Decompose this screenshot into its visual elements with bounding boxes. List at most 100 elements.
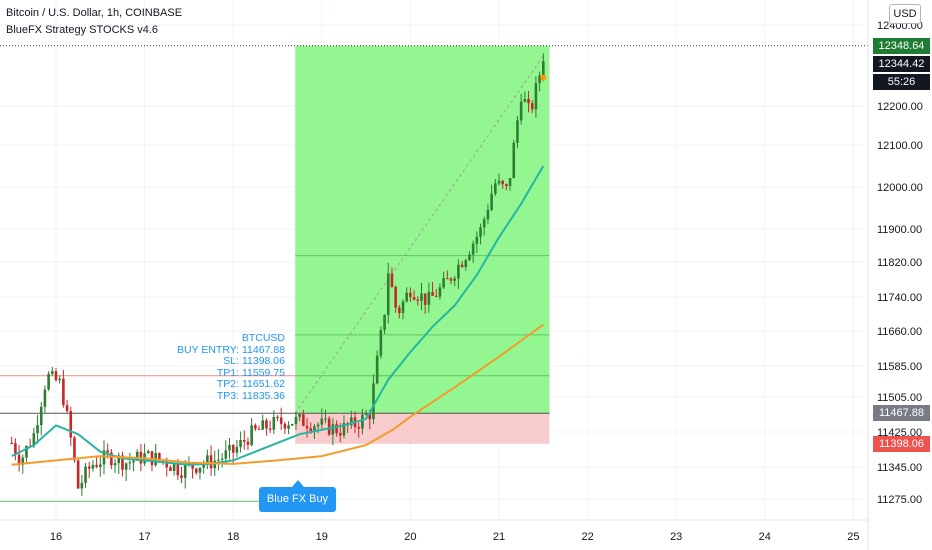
candle-body — [420, 293, 423, 301]
candle-body — [512, 142, 516, 179]
candle-body — [113, 463, 117, 466]
candle-body — [261, 420, 265, 430]
candle-body — [254, 425, 257, 429]
candle-body — [117, 455, 121, 464]
x-tick-label: 17 — [138, 531, 150, 543]
candle-body — [482, 219, 486, 228]
candle-body — [51, 371, 54, 374]
candle-body — [21, 457, 25, 465]
candle-body — [505, 184, 508, 186]
candle-body — [279, 417, 283, 424]
y-tick-label: 11275.00 — [877, 494, 922, 506]
candle-body — [25, 446, 28, 458]
candle-body — [95, 464, 98, 467]
trade-tp1: TP1: 11559.75 — [216, 366, 285, 379]
candle-body — [475, 236, 479, 244]
candle-body — [39, 406, 43, 426]
candle-body — [523, 99, 527, 102]
x-tick-label: 23 — [670, 531, 682, 543]
candle-body — [368, 414, 372, 420]
candle-body — [217, 459, 220, 461]
candle-body — [519, 101, 523, 121]
countdown-tag: 55:26 — [873, 73, 930, 90]
candle-body — [172, 464, 176, 471]
trade-sl: SL: 11398.06 — [223, 355, 285, 367]
candle-body — [132, 460, 135, 463]
candle-body — [276, 417, 279, 419]
candle-body — [69, 411, 73, 438]
candle-body — [468, 254, 471, 261]
trade-info-panel: BTCUSD BUY ENTRY: 11467.88 SL: 11398.06 … — [177, 332, 285, 402]
candle-body — [283, 423, 287, 429]
candle-body — [313, 426, 316, 431]
x-tick-label: 19 — [316, 531, 328, 543]
candle-body — [239, 440, 242, 448]
candle-body — [331, 424, 335, 435]
candle-body — [446, 278, 449, 280]
candle-body — [257, 428, 261, 430]
candle-body — [128, 462, 132, 464]
position-zones — [294, 45, 550, 444]
candle-body — [121, 455, 124, 470]
candle-body — [398, 307, 401, 313]
candle-body — [405, 292, 409, 302]
candle-body — [372, 383, 375, 420]
candle-body — [375, 355, 379, 384]
x-tick-label: 21 — [493, 531, 505, 543]
y-tick-label: 11660.00 — [877, 326, 922, 338]
candle-body — [364, 414, 368, 416]
y-tick-label: 11740.00 — [877, 292, 922, 304]
x-tick-label: 25 — [847, 531, 859, 543]
candle-body — [84, 466, 87, 483]
candle-body — [14, 443, 17, 455]
candle-body — [449, 278, 453, 281]
candle-body — [390, 273, 394, 287]
candle-body — [99, 464, 102, 467]
candle-body — [342, 423, 346, 436]
candle-body — [47, 373, 50, 390]
candle-body — [516, 120, 519, 143]
candle-body — [298, 414, 301, 417]
candle-body — [206, 455, 209, 465]
candle-body — [158, 453, 161, 460]
candle-body — [146, 451, 150, 454]
candle-body — [538, 75, 541, 84]
candle-body — [394, 286, 397, 308]
candle-body — [534, 83, 538, 110]
buy-signal-callout[interactable]: Blue FX Buy — [259, 480, 336, 512]
candle-body — [246, 441, 250, 445]
candle-body — [508, 178, 512, 186]
candle-body — [242, 440, 246, 442]
candle-body — [501, 180, 504, 185]
candle-body — [54, 371, 58, 381]
chart-title: Bitcoin / U.S. Dollar, 1h, COINBASE — [6, 7, 183, 19]
x-tick-label: 24 — [759, 531, 771, 543]
candle-body — [224, 450, 228, 459]
candle-body — [302, 414, 305, 426]
candle-body — [10, 442, 13, 444]
candle-body — [183, 463, 187, 478]
candle-body — [431, 291, 434, 296]
candle-body — [438, 287, 442, 297]
candle-body — [91, 464, 95, 469]
candle-body — [191, 463, 194, 469]
candle-body — [386, 273, 390, 315]
candle-body — [180, 475, 183, 478]
indicator-title: BlueFX Strategy STOCKS v4.6 — [6, 24, 159, 36]
candle-body — [442, 278, 445, 288]
candle-body — [309, 428, 313, 431]
candle-body — [479, 227, 482, 237]
candle-body — [324, 418, 327, 420]
candle-body — [198, 467, 202, 473]
candle-body — [290, 424, 294, 426]
candle-body — [457, 264, 460, 279]
trade-entry: BUY ENTRY: 11467.88 — [177, 343, 285, 356]
stop-price-tag: 11398.06 — [873, 435, 930, 452]
projection-line — [294, 53, 546, 414]
candle-body — [220, 458, 224, 460]
candle-body — [110, 452, 113, 466]
y-tick-label: 11505.00 — [877, 392, 922, 404]
moving-averages — [11, 165, 545, 466]
currency-button[interactable]: USD — [889, 4, 921, 24]
